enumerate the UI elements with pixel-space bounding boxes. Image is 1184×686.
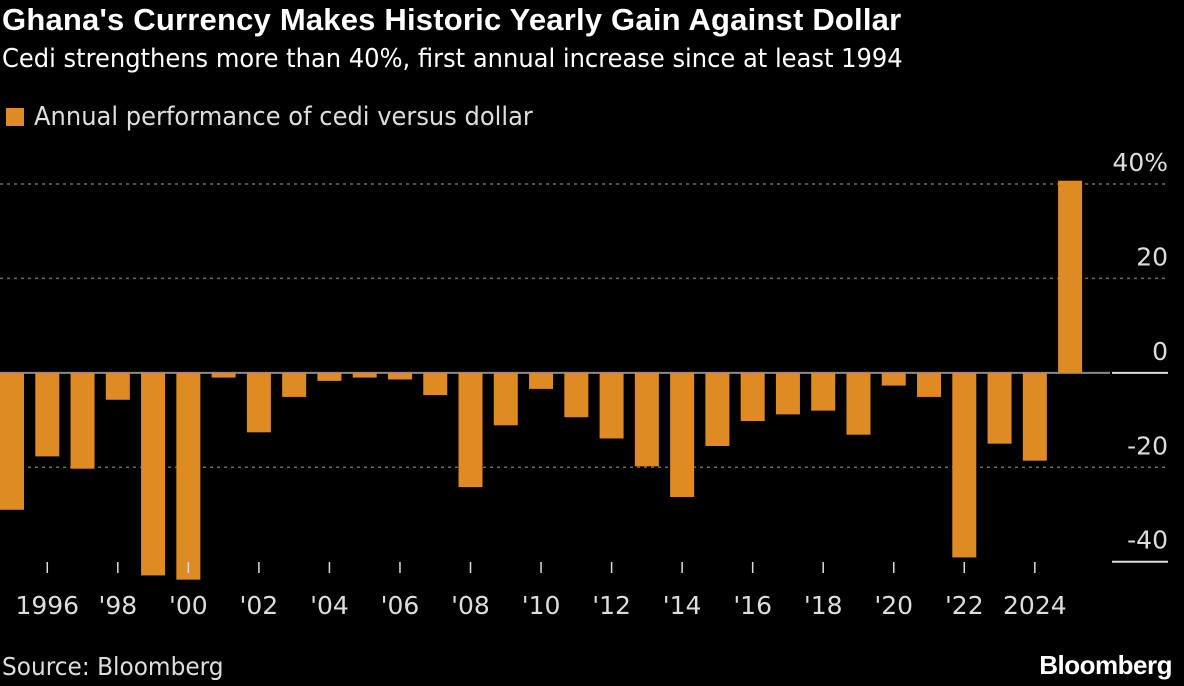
bar-2020 — [881, 372, 906, 386]
bar-chart: 40% 20 0 -20 -40 1996 '98 '00 '02 '04 '06 '08 '10 '12… — [0, 148, 1168, 620]
x-tick-label: 2024 — [1003, 591, 1067, 620]
bar-2002 — [246, 372, 271, 433]
legend: Annual performance of cedi versus dollar — [6, 102, 570, 132]
x-tick-label: '22 — [945, 591, 984, 620]
bar-2024 — [1022, 372, 1047, 461]
x-tick-label: '14 — [663, 591, 702, 620]
x-tick-label: '06 — [381, 591, 420, 620]
chart-subtitle: Cedi strengthens more than 40%, first an… — [2, 44, 903, 74]
bar-2008 — [458, 372, 483, 488]
bar-2011 — [564, 372, 589, 418]
x-tick-label: '10 — [522, 591, 561, 620]
bar-2016 — [740, 372, 765, 422]
bar-2014 — [670, 372, 695, 498]
bar-2000 — [176, 372, 201, 580]
bloomberg-logo: Bloomberg — [1039, 650, 1172, 680]
bar-2018 — [811, 372, 836, 411]
y-tick-label: -40 — [1127, 526, 1168, 555]
bar-1997 — [70, 372, 95, 469]
legend-swatch — [6, 108, 24, 126]
bar-2019 — [846, 372, 871, 435]
x-tick-label: '00 — [169, 591, 208, 620]
bar-2023 — [987, 372, 1012, 444]
x-tick-label: '18 — [804, 591, 843, 620]
x-tick-label: '02 — [240, 591, 279, 620]
y-tick-label: 0 — [1152, 337, 1168, 366]
source-note: Source: Bloomberg — [2, 652, 224, 681]
chart-title: Ghana's Currency Makes Historic Yearly G… — [2, 2, 902, 37]
bar-2013 — [634, 372, 659, 467]
bar-2025 — [1058, 180, 1083, 373]
x-tick-label: '98 — [98, 591, 137, 620]
x-tick-label: '20 — [874, 591, 913, 620]
bar-2005 — [352, 372, 377, 378]
x-tick-label: '12 — [592, 591, 631, 620]
x-tick-label: '08 — [451, 591, 490, 620]
bar-1999 — [141, 372, 166, 576]
x-tick-label: '04 — [310, 591, 349, 620]
bar-2022 — [952, 372, 977, 558]
x-tick-label: '16 — [733, 591, 772, 620]
x-tick-label: 1996 — [15, 591, 79, 620]
legend-label: Annual performance of cedi versus dollar — [34, 102, 533, 132]
bar-2001 — [211, 372, 236, 378]
y-tick-label: 40% — [1112, 148, 1168, 177]
y-tick-label: -20 — [1127, 431, 1168, 460]
bar-1996 — [35, 372, 60, 457]
bar-1995 — [0, 372, 24, 510]
bar-2009 — [493, 372, 518, 426]
bar-2006 — [387, 372, 412, 380]
bar-2010 — [529, 372, 554, 389]
bar-2012 — [599, 372, 624, 439]
bar-1998 — [105, 372, 130, 400]
bar-2017 — [775, 372, 800, 415]
y-tick-label: 20 — [1136, 242, 1168, 271]
bar-2021 — [917, 372, 942, 397]
bar-2003 — [282, 372, 307, 397]
bar-2004 — [317, 372, 342, 381]
bar-2015 — [705, 372, 730, 447]
bar-2007 — [423, 372, 448, 396]
